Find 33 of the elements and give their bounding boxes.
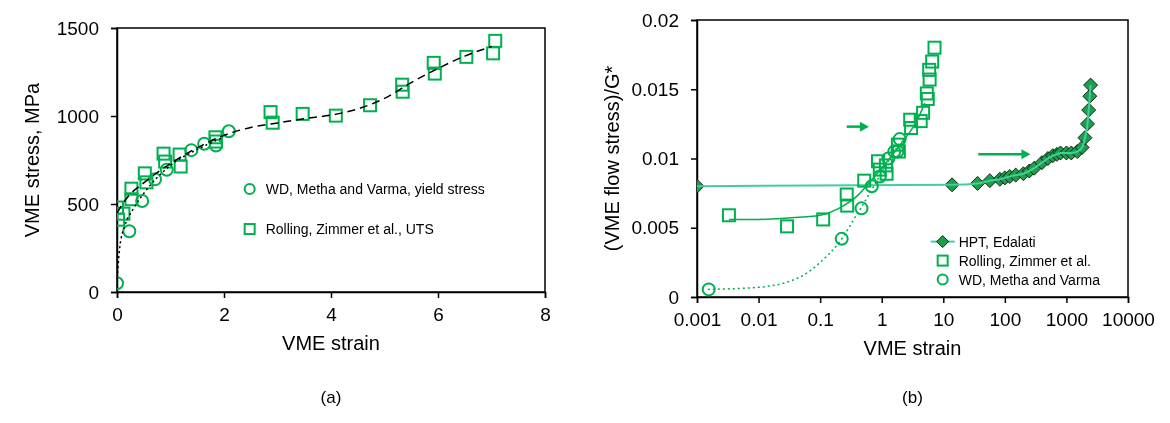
y-tick-label: 0.005 [631,217,679,239]
y-tick-label: 0 [668,286,679,308]
x-tick-label: 2 [219,304,230,326]
y-tick-label: 500 [67,193,99,215]
y-tick-label: 1500 [56,17,99,39]
y-tick-label: 1000 [56,105,99,127]
text: (b) [902,388,923,407]
x-tick-label: 0.001 [673,309,722,331]
y-tick-label: 0.02 [642,9,679,31]
x-tick-label: 6 [433,304,444,326]
legend-label: WD, Metha and Varma [958,271,1101,288]
text: (a) [320,388,342,407]
x-tick-label: 10000 [1102,309,1155,331]
x-tick-label: 1 [876,309,888,331]
x-tick-label: 10 [933,309,955,331]
x-tick-label: 0.01 [740,309,778,331]
x-tick-label: 1000 [1045,309,1089,331]
x-tick-label: 4 [326,304,338,326]
x-tick-label: 0 [112,304,123,326]
y-tick-label: 0.015 [631,78,679,100]
legend-label: Rolling, Zimmer et al., UTS [265,220,434,237]
y-axis-title: VME stress, MPa [21,81,43,238]
x-axis-title: VME strain [282,332,380,354]
y-tick-label: 0.01 [642,148,679,170]
y-axis-title: (VME flow stress)/G* [601,65,623,252]
x-tick-label: 0.1 [807,309,834,331]
x-axis-title: VME strain [863,337,962,359]
legend-label: WD, Metha and Varma, yield stress [265,180,485,197]
x-tick-label: 100 [989,309,1022,331]
legend-label: HPT, Edalati [958,233,1036,250]
x-tick-label: 8 [540,304,551,326]
legend-label: Rolling, Zimmer et al. [958,252,1091,269]
y-tick-label: 0 [88,281,99,303]
